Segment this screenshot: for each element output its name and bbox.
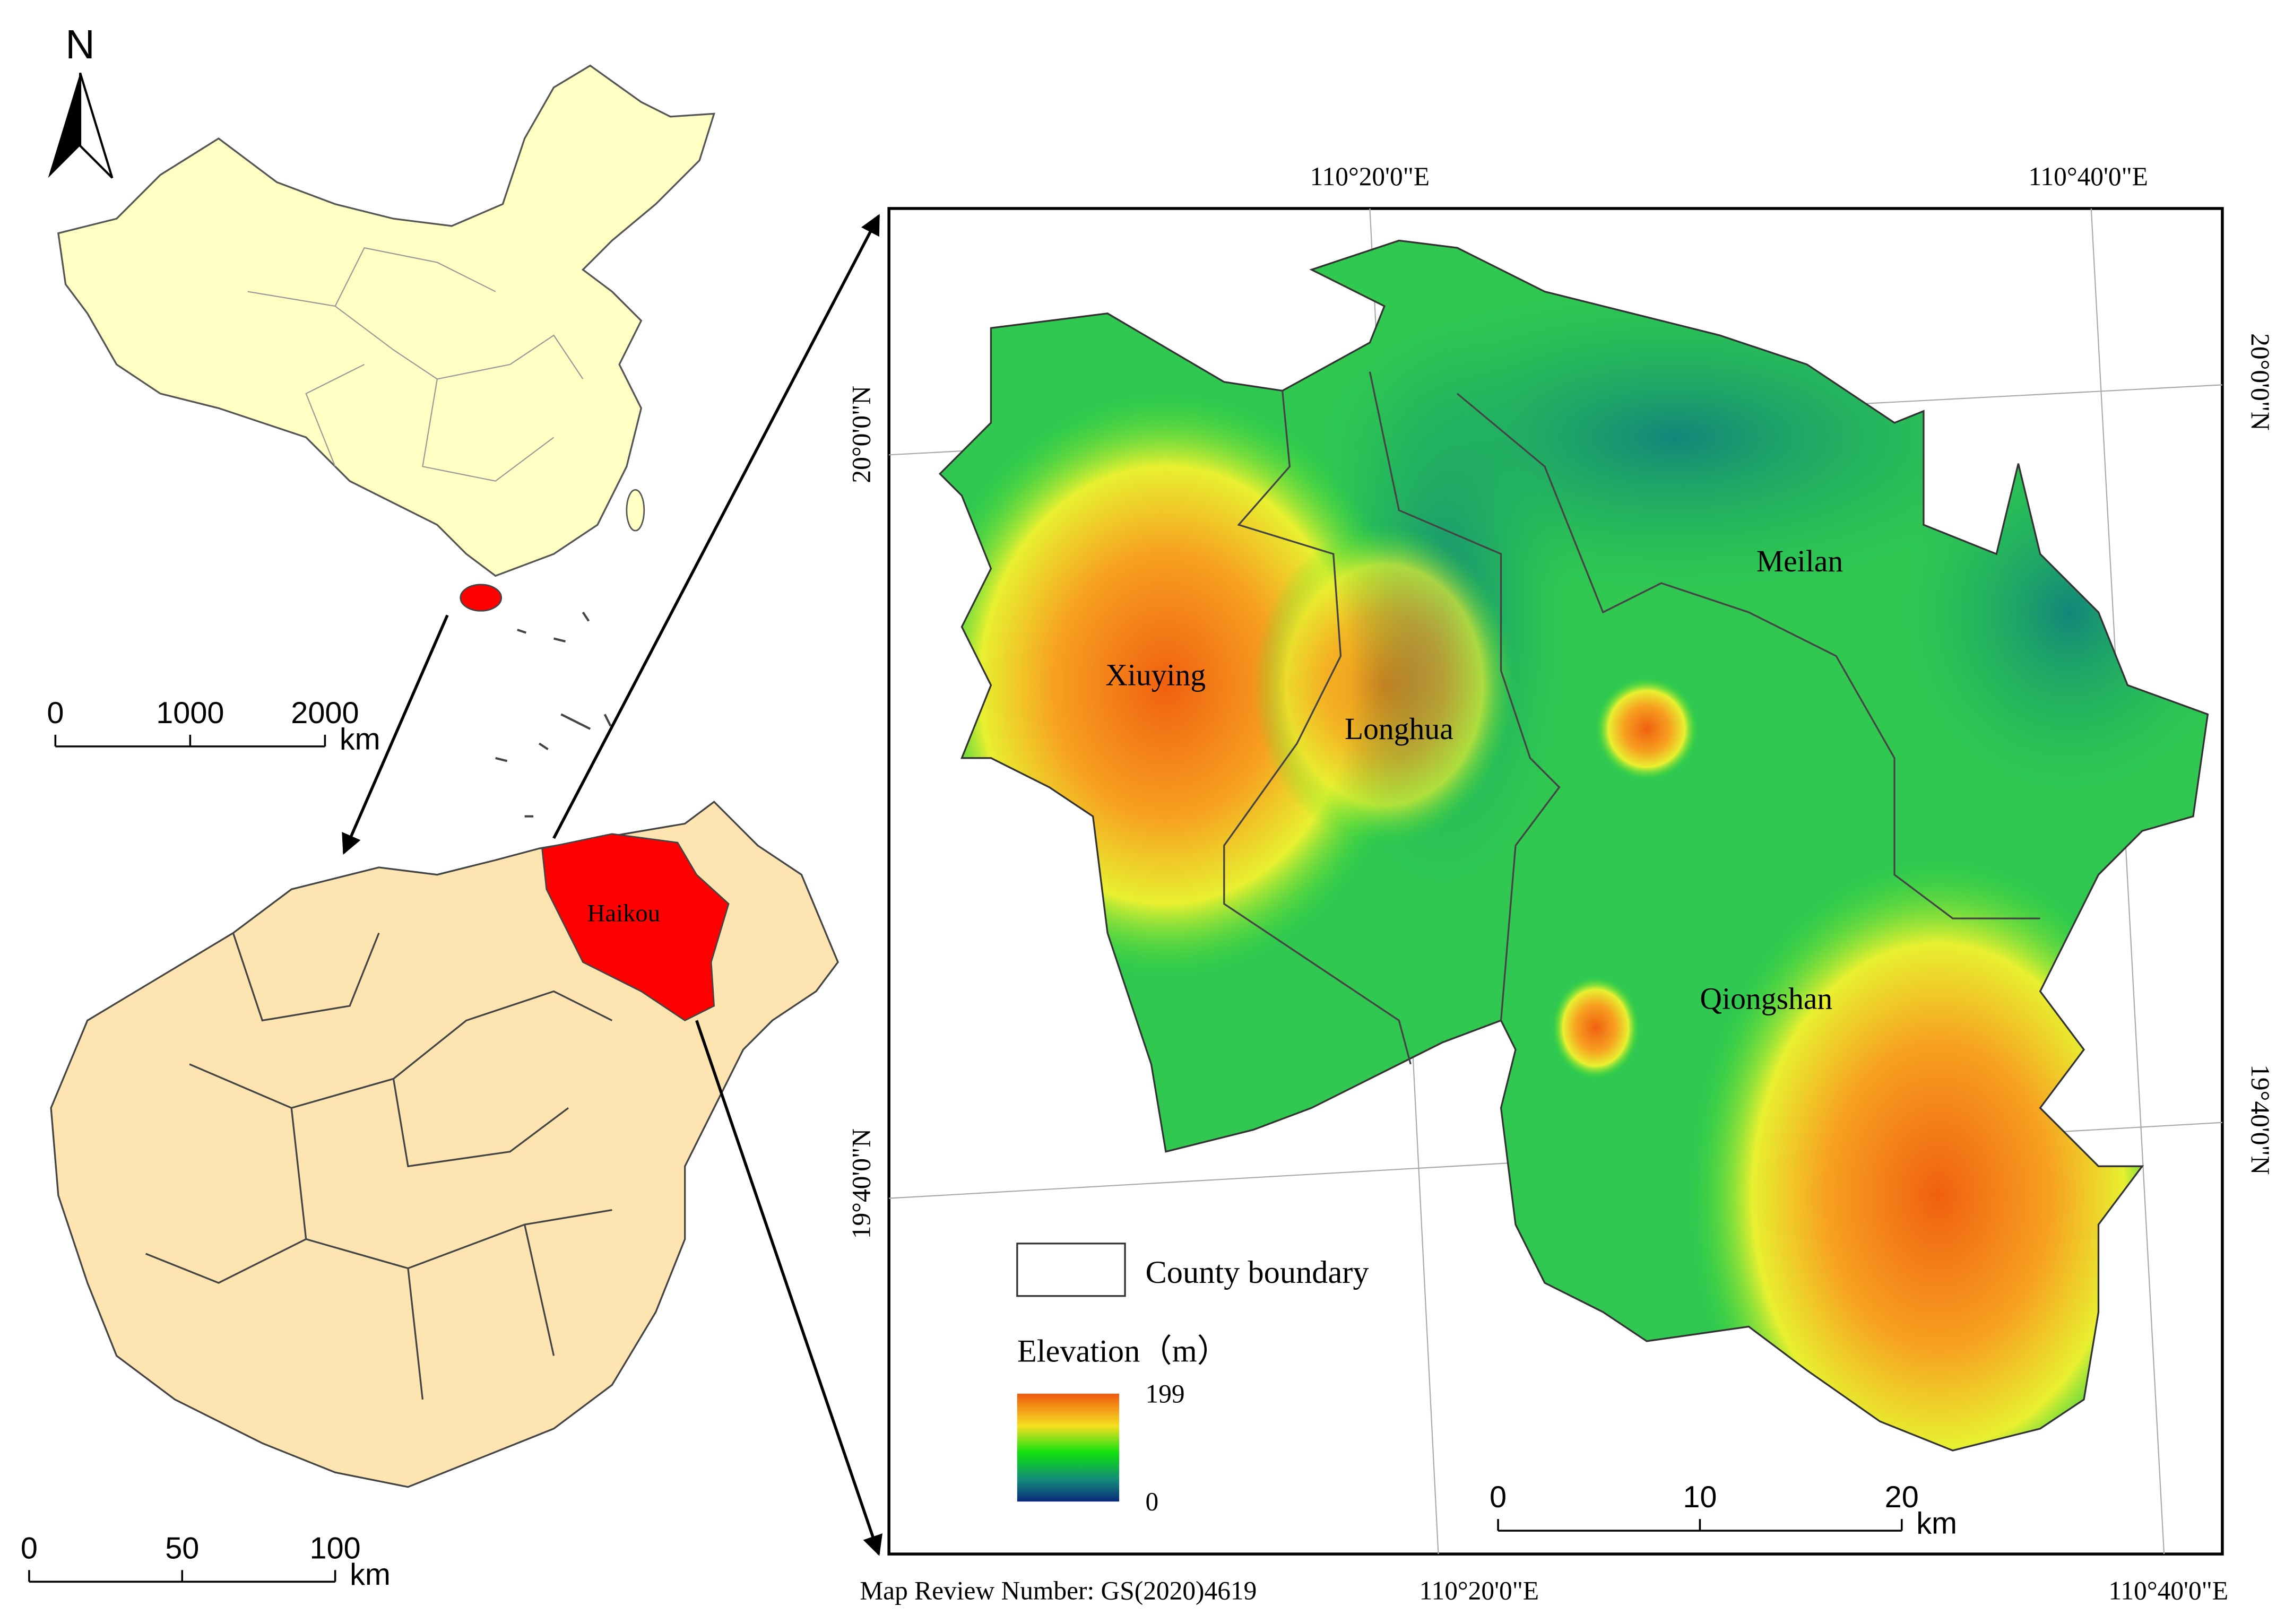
taiwan <box>626 489 645 532</box>
graticule-label: 110°20'0"E <box>1310 162 1430 191</box>
district-label: Meilan <box>1756 545 1843 578</box>
scale-bar-label: 2000 <box>291 696 359 730</box>
scale-bar-label: 0 <box>47 696 64 730</box>
scale-bar-label: 100 <box>310 1531 361 1565</box>
district-label: Longhua <box>1345 713 1453 746</box>
footer: Map Review Number: GS(2020)4619 <box>860 1576 1257 1605</box>
district-label: Xiuying <box>1105 658 1206 692</box>
scale-bar-label: 20 <box>1885 1480 1919 1514</box>
south-sea-islands <box>495 611 612 818</box>
scale-bar-label: 0 <box>21 1531 38 1565</box>
arrow <box>552 214 880 839</box>
graticule-label: 19°40'0"N <box>846 1128 876 1239</box>
scale-bar-label: 1000 <box>156 696 224 730</box>
graticule-label: 110°40'0"E <box>2109 1576 2228 1605</box>
district-boundaries <box>1223 371 2040 1065</box>
north-arrow <box>79 72 114 179</box>
scale-bar-label: 0 <box>1490 1480 1507 1514</box>
hainan-counties <box>145 932 613 1400</box>
legend-value-label: 0 <box>1145 1487 1158 1516</box>
legend-value-label: 199 <box>1145 1379 1184 1408</box>
scale-bar-unit: km <box>340 722 380 756</box>
scale-bar-unit: km <box>1916 1507 1957 1541</box>
north-arrow <box>48 73 81 178</box>
legend-boundary-label: County boundary <box>1145 1255 1369 1290</box>
china-outline <box>57 64 715 577</box>
district-label: Qiongshan <box>1700 982 1832 1015</box>
legend-boundary-swatch <box>1016 1243 1126 1297</box>
legend-color-ramp <box>1017 1393 1120 1502</box>
china-provinces <box>247 247 584 482</box>
arrow <box>342 614 449 855</box>
arrow <box>695 1020 882 1556</box>
scale-bar-unit: km <box>350 1558 391 1592</box>
graticule-label: 19°40'0"N <box>2246 1064 2275 1175</box>
graticule-label: 110°20'0"E <box>1420 1576 1539 1605</box>
scale-bar-label: 50 <box>165 1531 199 1565</box>
hainan-highlight <box>460 584 503 612</box>
haikou-highlight <box>541 833 730 1022</box>
scale-bar-label: 10 <box>1683 1480 1717 1514</box>
haikou-label: Haikou <box>587 900 660 927</box>
graticule-label: 20°0'0"N <box>846 386 876 483</box>
graticule-label: 20°0'0"N <box>2246 333 2275 430</box>
graticule-label: 110°40'0"E <box>2029 162 2148 191</box>
legend-title: Elevation（m） <box>1017 1333 1229 1369</box>
north-label: N <box>65 22 95 67</box>
